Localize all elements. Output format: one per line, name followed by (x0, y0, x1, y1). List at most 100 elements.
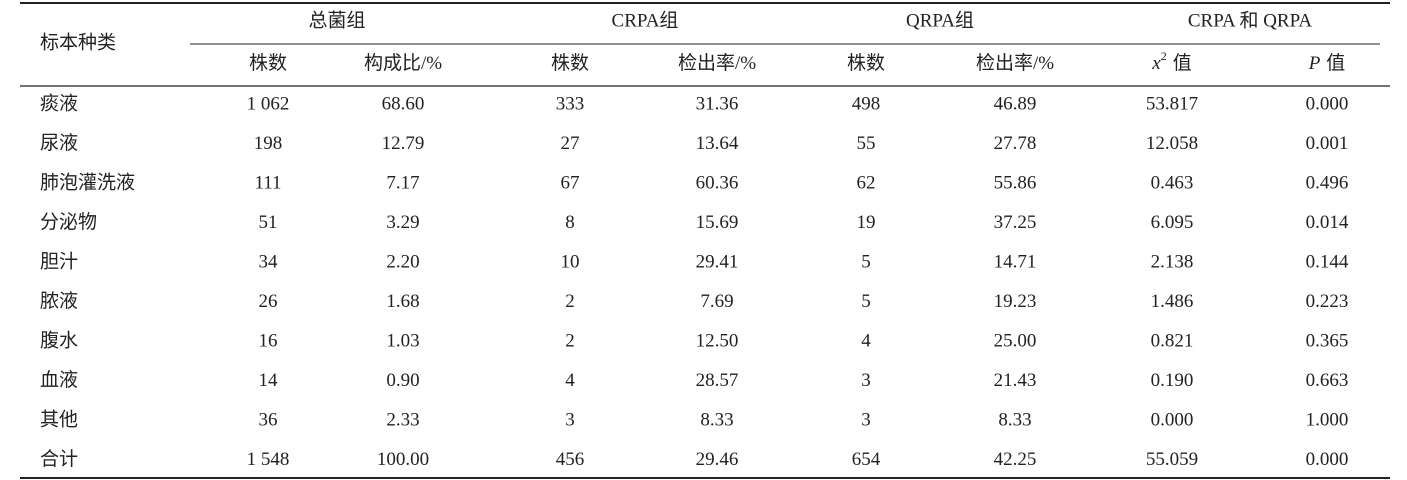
cell: 3.29 (386, 212, 419, 233)
cell: 198 (254, 133, 283, 154)
cell: 0.000 (1306, 449, 1349, 470)
cell: 68.60 (382, 93, 425, 114)
group-header: CRPA组 (612, 9, 679, 31)
cell: 456 (556, 449, 585, 470)
cell: 34 (259, 251, 279, 272)
cell: 3 (861, 370, 871, 391)
cell: 0.663 (1306, 370, 1349, 391)
sub-header-text: 株数 (847, 52, 885, 74)
sub-header: 构成比/% (364, 52, 442, 74)
cell: 29.41 (696, 251, 739, 272)
row-label: 肺泡灌洗液 (40, 171, 135, 193)
group-header: QRPA组 (906, 9, 974, 31)
cell: 12.79 (382, 133, 425, 154)
cell: 26 (259, 291, 278, 312)
cell: 0.000 (1151, 409, 1194, 430)
cell: 0.144 (1306, 251, 1349, 272)
cell: 55.059 (1146, 449, 1198, 470)
cell: 19 (857, 212, 876, 233)
row-label: 胆汁 (40, 250, 78, 272)
cell: 51 (259, 212, 278, 233)
cell: 16 (259, 330, 278, 351)
cell: 5 (861, 251, 871, 272)
superscript: 2 (1161, 49, 1167, 63)
cell: 1.03 (386, 330, 419, 351)
cell: 654 (852, 449, 881, 470)
sub-header-text: 构成比/% (364, 52, 442, 74)
cell: 14 (259, 370, 279, 391)
cell: 8.33 (700, 409, 733, 430)
cell: 1.68 (386, 291, 419, 312)
sub-header-text: 值 (1326, 52, 1345, 74)
cell: 14.71 (994, 251, 1037, 272)
cell: 3 (565, 409, 575, 430)
cell: 100.00 (377, 449, 429, 470)
sub-header: 株数 (249, 52, 287, 74)
cell: 42.25 (994, 449, 1037, 470)
row-label: 脓液 (40, 290, 78, 312)
cell: 4 (565, 370, 575, 391)
group-header: CRPA 和 QRPA (1188, 9, 1313, 31)
cell: 37.25 (994, 212, 1037, 233)
cell: 1 548 (247, 449, 290, 470)
cell: 0.001 (1306, 133, 1349, 154)
cell: 27 (561, 133, 580, 154)
cell: 1.486 (1151, 291, 1194, 312)
sub-header-text: 株数 (551, 52, 589, 74)
cell: 15.69 (696, 212, 739, 233)
cell: 13.64 (696, 133, 739, 154)
sub-header: 检出率/% (678, 52, 756, 74)
row-label: 血液 (40, 369, 78, 391)
cell: 333 (556, 93, 585, 114)
cell: 8 (565, 212, 575, 233)
cell: 67 (561, 172, 580, 193)
cell: 25.00 (994, 330, 1037, 351)
cell: 0.014 (1306, 212, 1349, 233)
cell: 55.86 (994, 172, 1037, 193)
cell: 0.000 (1306, 93, 1349, 114)
variable: P (1308, 53, 1321, 74)
cell: 31.36 (696, 93, 739, 114)
row-label: 腹水 (40, 329, 78, 351)
sub-header: 检出率/% (976, 52, 1054, 74)
cell: 0.190 (1151, 370, 1194, 391)
row-label: 痰液 (40, 92, 78, 114)
sub-header: 株数 (847, 52, 885, 74)
cell: 2.33 (386, 409, 419, 430)
sub-header-text: 株数 (249, 52, 287, 74)
cell: 7.69 (700, 291, 733, 312)
cell: 21.43 (994, 370, 1037, 391)
cell: 12.058 (1146, 133, 1198, 154)
cell: 8.33 (998, 409, 1031, 430)
cell: 46.89 (994, 93, 1037, 114)
row-label: 合计 (40, 448, 78, 470)
cell: 29.46 (696, 449, 739, 470)
cell: 2.20 (386, 251, 419, 272)
cell: 498 (852, 93, 881, 114)
cell: 10 (561, 251, 580, 272)
sub-header-text: 检出率/% (678, 52, 756, 74)
cell: 3 (861, 409, 871, 430)
cell: 0.223 (1306, 291, 1349, 312)
cell: 62 (857, 172, 876, 193)
cell: 5 (861, 291, 871, 312)
sub-header: 株数 (551, 52, 589, 74)
group-header: 总菌组 (308, 9, 365, 31)
cell: 2 (565, 330, 575, 351)
cell: 1 062 (247, 93, 290, 114)
cell: 0.496 (1306, 172, 1349, 193)
cell: 0.90 (386, 370, 419, 391)
corner-header: 标本种类 (40, 31, 116, 53)
sub-header: x2 值 (1151, 49, 1191, 75)
cell: 36 (259, 409, 278, 430)
cell: 60.36 (696, 172, 739, 193)
sub-header-text: 值 (1173, 52, 1192, 74)
row-label: 其他 (40, 408, 78, 430)
cell: 2 (565, 291, 575, 312)
cell: 4 (861, 330, 871, 351)
cell: 1.000 (1306, 409, 1349, 430)
cell: 12.50 (696, 330, 739, 351)
cell: 28.57 (696, 370, 739, 391)
